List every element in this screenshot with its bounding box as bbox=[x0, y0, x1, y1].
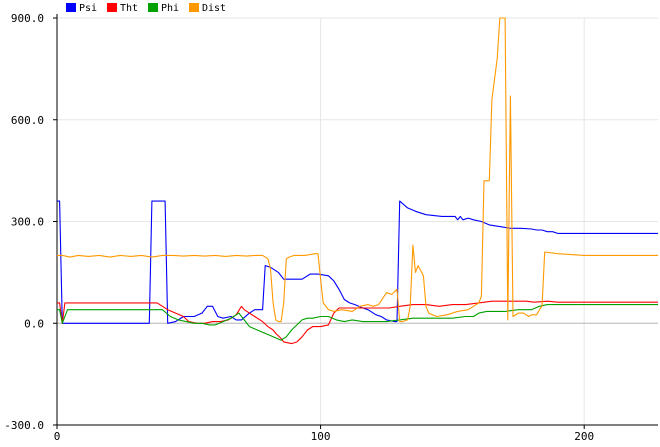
legend: Psi Tht Phi Dist bbox=[66, 3, 226, 14]
y-tick-label: 600.0 bbox=[11, 114, 44, 127]
legend-swatch-dist bbox=[189, 3, 199, 12]
legend-swatch-psi bbox=[66, 3, 76, 12]
axes bbox=[56, 14, 658, 426]
series-lines bbox=[57, 17, 658, 345]
y-tick-label: 900.0 bbox=[11, 12, 44, 25]
legend-label-dist: Dist bbox=[202, 3, 226, 14]
legend-swatch-phi bbox=[148, 3, 158, 12]
y-tick-label: 300.0 bbox=[11, 216, 44, 229]
y-axis-ticks: 900.0 600.0 300.0 0.0 -300.0 bbox=[4, 12, 57, 432]
legend-swatch-tht bbox=[107, 3, 117, 12]
legend-label-psi: Psi bbox=[79, 3, 97, 14]
x-axis-ticks: 0 100 200 bbox=[54, 425, 594, 443]
y-tick-label: 0.0 bbox=[24, 317, 44, 330]
series-line-phi bbox=[57, 304, 658, 341]
x-tick-label: 100 bbox=[311, 430, 331, 443]
legend-label-tht: Tht bbox=[120, 3, 138, 14]
y-tick-label: -300.0 bbox=[4, 419, 44, 432]
series-line-psi bbox=[57, 200, 658, 324]
x-tick-label: 0 bbox=[54, 430, 61, 443]
legend-label-phi: Phi bbox=[161, 3, 179, 14]
gridlines bbox=[56, 17, 658, 426]
series-line-dist bbox=[57, 17, 658, 323]
x-tick-label: 200 bbox=[574, 430, 594, 443]
